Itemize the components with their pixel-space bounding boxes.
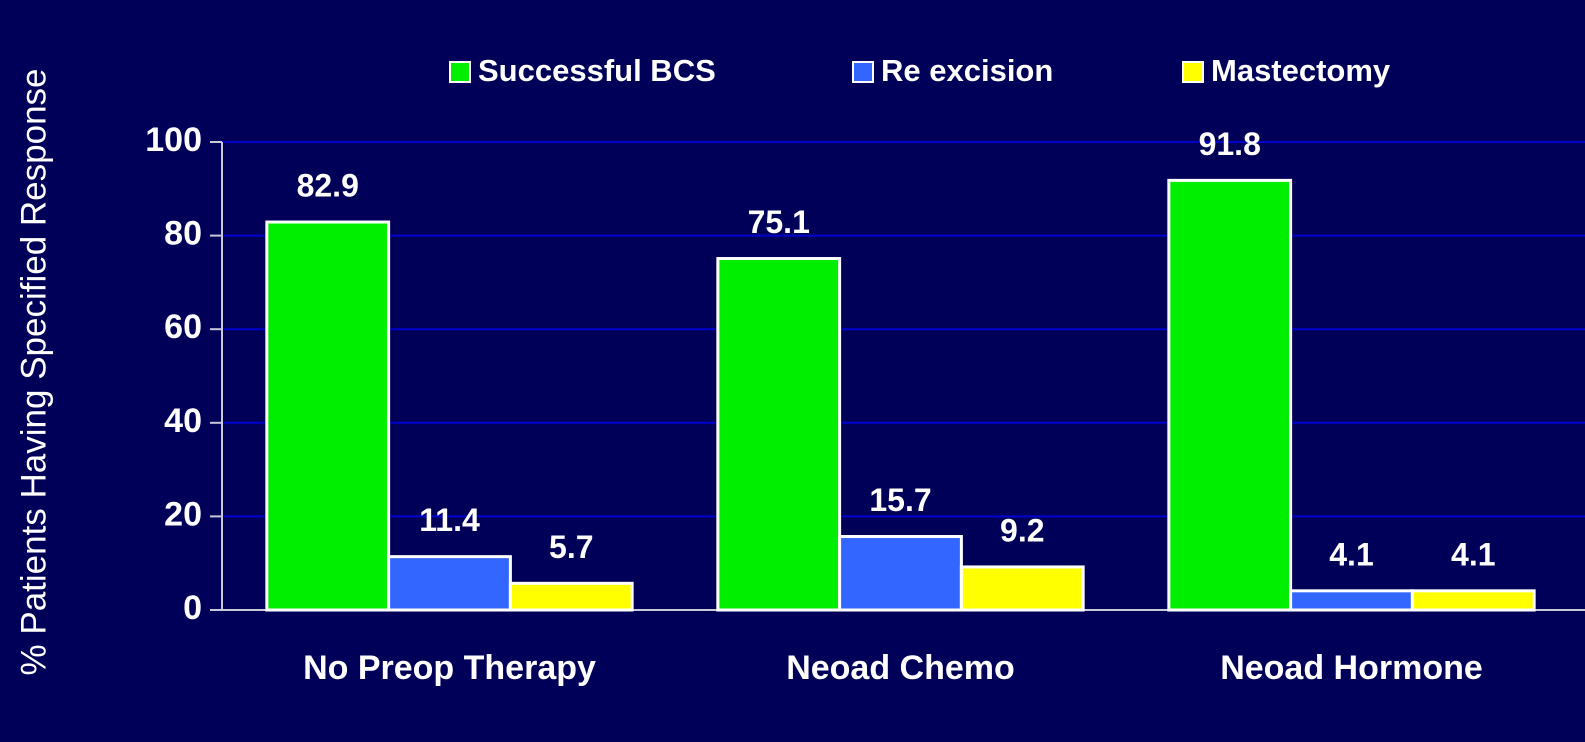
legend-swatch [449, 61, 471, 83]
bar [265, 220, 391, 612]
legend-swatch [852, 61, 874, 83]
bar [1410, 589, 1536, 612]
y-axis-title: % Patients Having Specified Response [14, 68, 53, 675]
value-label: 4.1 [1451, 536, 1495, 572]
bar [508, 581, 634, 612]
value-label: 4.1 [1329, 536, 1373, 572]
x-tick-label: Neoad Hormone [1220, 649, 1483, 687]
y-tick-label: 0 [183, 589, 202, 627]
value-label: 82.9 [297, 167, 359, 203]
legend-label: Mastectomy [1211, 53, 1391, 88]
value-label: 15.7 [869, 482, 931, 518]
y-tick-label: 100 [145, 121, 202, 159]
y-tick-label: 80 [164, 215, 202, 253]
x-tick-label: Neoad Chemo [786, 649, 1015, 687]
value-label: 75.1 [748, 204, 810, 240]
value-label: 5.7 [549, 529, 593, 565]
bar [838, 535, 963, 612]
x-tick-label: No Preop Therapy [303, 649, 596, 687]
value-label: 9.2 [1000, 512, 1044, 548]
bar [1289, 589, 1414, 612]
bar [716, 257, 842, 612]
value-label: 91.8 [1199, 126, 1261, 162]
value-label: 11.4 [419, 502, 480, 538]
bar [1167, 178, 1293, 612]
legend-swatch [1182, 61, 1204, 83]
bar [387, 555, 512, 612]
legend-label: Successful BCS [478, 53, 716, 88]
y-tick-label: 60 [164, 308, 202, 346]
y-tick-label: 40 [164, 402, 202, 440]
bar [959, 565, 1085, 612]
y-tick-label: 20 [164, 495, 202, 533]
legend-label: Re excision [881, 53, 1053, 88]
